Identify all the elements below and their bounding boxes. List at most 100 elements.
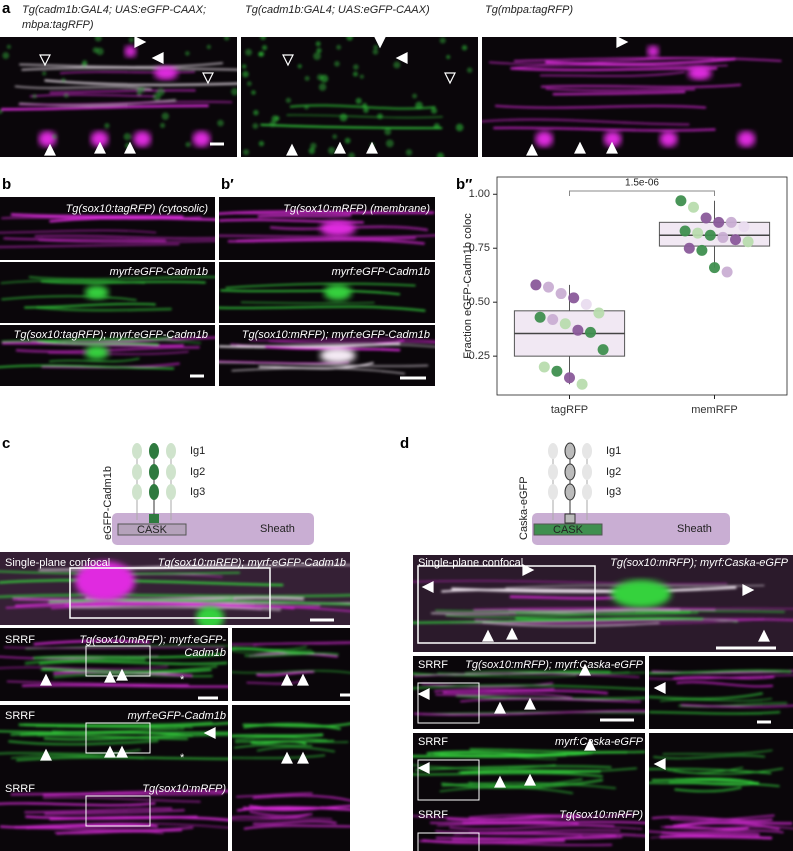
fiber [232, 733, 324, 738]
fiber [28, 275, 215, 281]
data-point [572, 324, 584, 336]
fiber [413, 617, 703, 624]
puncta [185, 142, 191, 148]
arrowhead [286, 143, 298, 156]
method-label: SRRF [418, 809, 448, 821]
fiber [10, 213, 184, 218]
fiber [41, 668, 212, 674]
puncta [405, 149, 413, 156]
image-background [0, 705, 228, 778]
fiber [18, 100, 233, 106]
arrowhead [584, 738, 596, 751]
fiber [431, 608, 681, 615]
fiber [234, 744, 313, 749]
arrowhead [494, 775, 506, 788]
fiber [449, 824, 615, 831]
puncta [359, 74, 364, 79]
image-label: Tg(sox10:mRFP); myrf:Caska-eGFP [465, 659, 644, 671]
arrowhead [202, 72, 214, 85]
micrograph [241, 37, 478, 157]
cell-body [133, 131, 152, 147]
fiber [515, 611, 699, 616]
fiber [243, 722, 341, 730]
puncta [346, 37, 353, 41]
signal [413, 579, 793, 628]
fiber [666, 767, 744, 774]
cask-box [117, 523, 187, 536]
method-label: SRRF [418, 659, 448, 671]
cell-body [319, 347, 356, 364]
fiber [1, 104, 209, 111]
arrowhead [606, 141, 618, 154]
data-point [597, 344, 609, 356]
fiber [413, 580, 728, 585]
fiber [433, 751, 628, 757]
fiber [661, 831, 760, 836]
puncta [185, 51, 190, 56]
cell-body [38, 131, 57, 147]
fiber [653, 754, 766, 760]
marker: * [180, 752, 185, 764]
fiber [676, 681, 773, 688]
fiber [49, 357, 140, 363]
fiber [18, 721, 228, 728]
puncta [242, 70, 249, 78]
fiber [232, 813, 309, 819]
signal [482, 45, 782, 147]
fiber [227, 238, 425, 245]
inset-box [85, 645, 151, 677]
puncta [161, 112, 170, 120]
puncta [253, 109, 259, 116]
arrowhead [39, 54, 51, 67]
fiber [0, 666, 168, 670]
construct-label: Caska-eGFP [518, 476, 530, 540]
arrowhead [40, 748, 52, 761]
puncta [297, 64, 302, 69]
image-background [241, 37, 478, 157]
fiber [258, 362, 374, 370]
signal [219, 282, 426, 312]
fiber [42, 796, 201, 803]
fiber [24, 807, 173, 814]
cell-body [192, 131, 211, 147]
fiber [19, 62, 223, 68]
data-point [530, 279, 542, 291]
fiber [237, 806, 350, 812]
puncta [393, 61, 401, 69]
fiber [445, 611, 691, 618]
domain [548, 443, 558, 459]
puncta [52, 134, 57, 140]
signal [413, 813, 645, 847]
panel-title: Tg(cadm1b:GAL4; UAS:eGFP-CAAX) [245, 4, 430, 16]
fiber [649, 711, 781, 715]
cell-body [323, 284, 352, 301]
fiber [64, 603, 321, 608]
fiber [232, 754, 326, 759]
fiber [495, 104, 707, 109]
data-point [679, 225, 691, 237]
micrograph [232, 628, 350, 701]
fiber [56, 829, 183, 835]
arrowhead [151, 52, 164, 64]
fiber [659, 835, 773, 840]
fiber [232, 649, 312, 654]
inset-box [85, 795, 151, 827]
domain [149, 443, 159, 459]
domain [132, 464, 142, 480]
arrowhead [94, 141, 106, 154]
image-label: myrf:eGFP-Cadm1b [128, 710, 226, 722]
puncta [81, 62, 87, 68]
micrograph [0, 552, 350, 625]
fiber [681, 704, 793, 708]
signal [649, 749, 784, 793]
puncta [123, 133, 131, 141]
image-background [232, 628, 350, 701]
image-background [413, 733, 645, 806]
fiber [545, 87, 696, 92]
fiber [236, 237, 416, 242]
arrowhead [374, 36, 386, 49]
panel-label: a [2, 0, 11, 17]
puncta [156, 88, 165, 96]
domain [564, 442, 576, 460]
method-label: SRRF [5, 634, 35, 646]
